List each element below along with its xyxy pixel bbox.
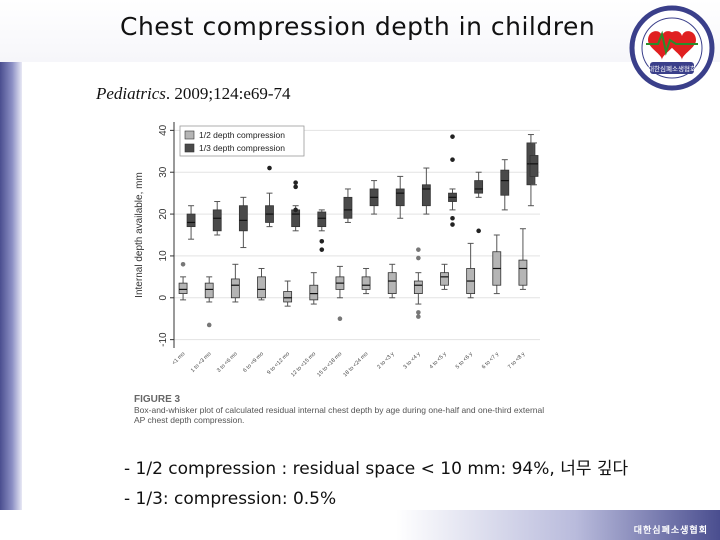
box [230, 278, 240, 299]
plot-area [174, 122, 540, 348]
citation-details: . 2009;124:e69-74 [165, 84, 291, 103]
outlier-point [450, 157, 455, 162]
bullet-2: - 1/3: compression: 0.5% [124, 489, 337, 509]
box [178, 282, 188, 294]
outlier-point [450, 222, 455, 227]
x-tick-label: 15 to <18 mo [316, 351, 343, 378]
outlier-point [319, 247, 325, 252]
footer-band [0, 510, 720, 540]
box [212, 209, 222, 232]
citation-journal: Pediatrics [96, 84, 166, 103]
outlier-point [293, 180, 298, 185]
outlier-point [293, 184, 298, 190]
box [413, 280, 423, 294]
legend-label: 1/3 depth compression [199, 143, 285, 153]
box [257, 276, 266, 299]
y-tick-label: 20 [158, 208, 169, 220]
outlier-point [416, 247, 421, 252]
legend-box [179, 125, 305, 157]
outlier-point [267, 165, 272, 171]
outlier-point [180, 261, 186, 267]
box [361, 276, 371, 290]
y-axis-label: Internal depth available, mm [134, 172, 145, 298]
outlier-point [416, 314, 421, 319]
figure-caption: Box-and-whisker plot of calculated resid… [134, 405, 545, 426]
x-tick-label: <1 mo [171, 351, 186, 366]
legend-swatch [184, 130, 195, 140]
x-tick-label: 1 to <3 mo [190, 351, 213, 374]
x-tick-label: 9 to <12 mo [266, 351, 291, 376]
box [518, 259, 528, 286]
x-tick-label: 3 to <6 mo [216, 351, 239, 374]
outlier-point [293, 207, 298, 213]
slide-title: Chest compression depth in children [120, 12, 596, 41]
box [474, 180, 484, 194]
header-band [0, 0, 720, 62]
x-tick-label: 7 to <8 y [507, 351, 526, 370]
box [440, 272, 449, 286]
x-tick-label: 5 to <6 y [455, 351, 474, 370]
x-tick-label: 4 to <5 y [429, 351, 448, 370]
y-tick-label: 0 [158, 295, 169, 301]
y-tick-label: 10 [158, 250, 169, 262]
outlier-point [450, 215, 455, 221]
box [238, 205, 248, 232]
box [529, 155, 539, 177]
x-tick-label: 12 to <15 mo [290, 351, 317, 378]
x-tick-label: 3 to <4 y [402, 351, 421, 370]
box [343, 196, 353, 219]
outlier-point [337, 316, 343, 322]
y-tick-label: -10 [158, 332, 169, 347]
outlier-point [416, 310, 421, 315]
x-tick-label: 18 to <24 mo [342, 351, 369, 378]
citation: Pediatrics. 2009;124:e69-74 [96, 84, 291, 104]
box [317, 211, 327, 228]
legend-label: 1/2 depth compression [199, 130, 285, 140]
outlier-point [206, 322, 212, 328]
x-tick-label: 6 to <9 mo [242, 351, 265, 374]
outlier-point [450, 134, 455, 139]
box [395, 188, 405, 207]
y-tick-label: 40 [158, 124, 169, 136]
legend-swatch [184, 143, 195, 153]
figure-label: FIGURE 3 [134, 394, 181, 405]
outlier-point [319, 238, 325, 244]
left-sidebar-band [0, 0, 22, 540]
box-plot-chart: -10 0 10 20 30 40 Internal depth available, mm… [134, 122, 540, 378]
box [500, 169, 510, 196]
box [291, 209, 301, 228]
kacpr-logo-icon: 대한심폐소생협회 [629, 5, 715, 91]
y-tick-label: 30 [158, 166, 169, 178]
bullet-1: - 1/2 compression : residual space < 10 … [124, 459, 629, 479]
box [421, 184, 431, 207]
box [186, 213, 196, 228]
x-tick-label: 2 to <3 y [376, 351, 395, 370]
outlier-point [416, 255, 421, 261]
box [204, 282, 214, 299]
logo-text: 대한심폐소생협회 [648, 64, 696, 73]
outlier-point [476, 228, 481, 234]
box [387, 272, 397, 294]
footer-brand: 대한심폐소생협회 [633, 526, 708, 536]
box [309, 284, 319, 301]
box [283, 291, 293, 303]
x-tick-label: 6 to <7 y [481, 351, 500, 370]
